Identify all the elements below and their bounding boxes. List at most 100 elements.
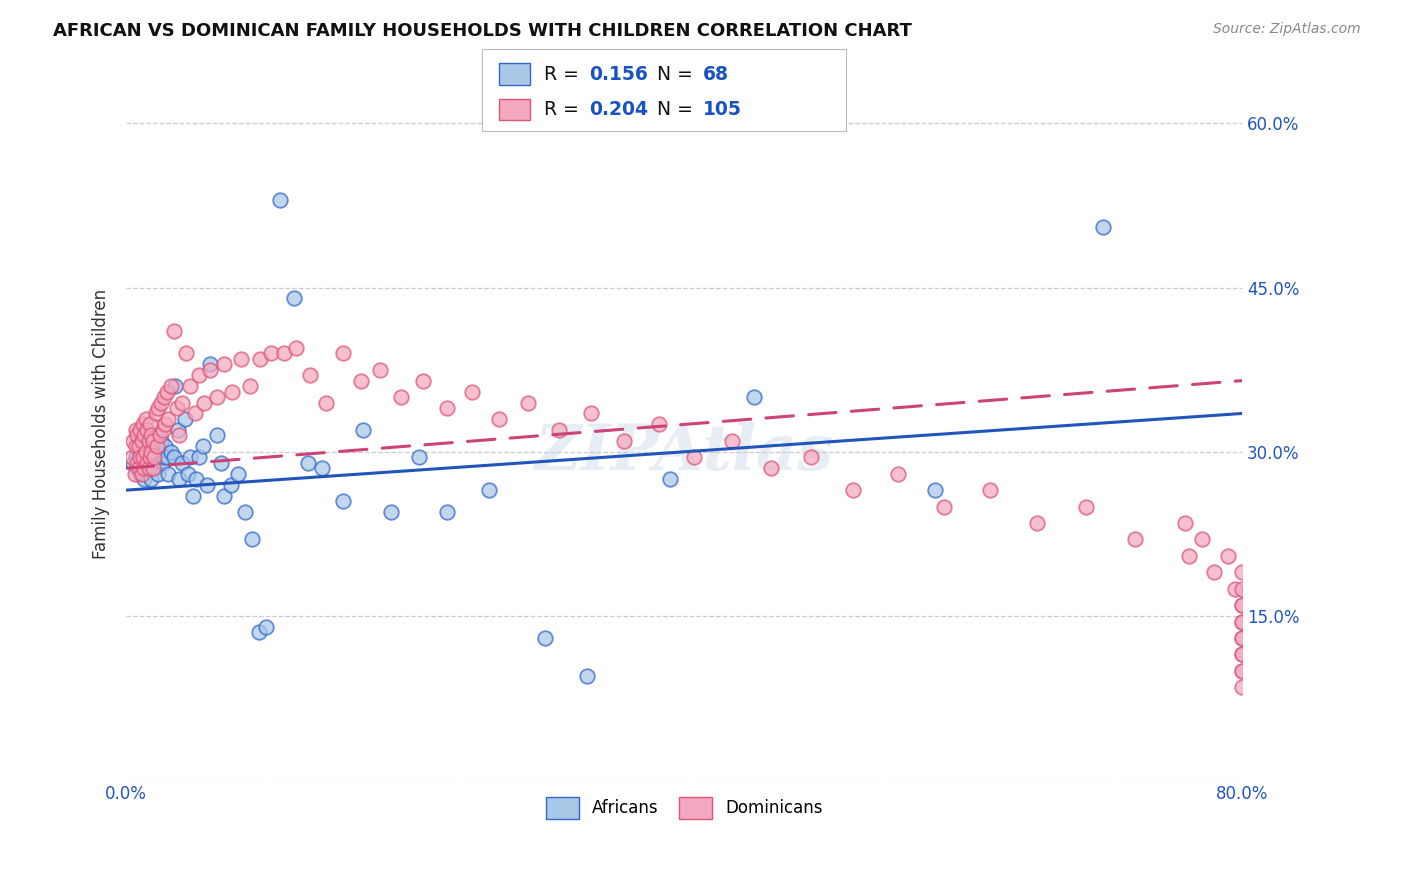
Point bbox=[127, 461, 149, 475]
Point bbox=[131, 434, 153, 448]
Point bbox=[146, 444, 169, 458]
Point bbox=[533, 631, 555, 645]
Point bbox=[131, 450, 153, 465]
Point bbox=[517, 395, 540, 409]
Point bbox=[613, 434, 636, 448]
Point bbox=[1232, 582, 1254, 596]
Point bbox=[184, 472, 207, 486]
Point bbox=[179, 450, 201, 465]
Text: Source: ZipAtlas.com: Source: ZipAtlas.com bbox=[1213, 22, 1361, 37]
Point bbox=[239, 379, 262, 393]
Point bbox=[1204, 566, 1226, 580]
Point bbox=[139, 417, 162, 432]
Point bbox=[136, 456, 159, 470]
Point bbox=[742, 390, 765, 404]
Point bbox=[1232, 598, 1254, 612]
Point bbox=[352, 423, 374, 437]
Point bbox=[1232, 615, 1254, 629]
Point bbox=[169, 428, 191, 442]
Point bbox=[172, 395, 194, 409]
Point bbox=[1232, 680, 1254, 694]
Text: ZIPAtlas: ZIPAtlas bbox=[534, 422, 834, 483]
Text: 0.156: 0.156 bbox=[589, 64, 648, 84]
Point bbox=[1218, 549, 1240, 563]
Point bbox=[683, 450, 706, 465]
Point bbox=[183, 407, 205, 421]
Point bbox=[153, 390, 176, 404]
Point bbox=[488, 412, 510, 426]
Y-axis label: Family Households with Children: Family Households with Children bbox=[93, 289, 110, 559]
Point bbox=[579, 407, 602, 421]
Point bbox=[368, 362, 391, 376]
Point bbox=[1232, 598, 1254, 612]
Point bbox=[198, 362, 221, 376]
Point bbox=[131, 467, 153, 481]
Point bbox=[156, 384, 179, 399]
Point bbox=[134, 428, 156, 442]
Point bbox=[254, 620, 277, 634]
Point bbox=[157, 467, 180, 481]
Point bbox=[143, 450, 166, 465]
Point bbox=[132, 417, 155, 432]
Point bbox=[125, 439, 148, 453]
Point bbox=[212, 489, 235, 503]
Point bbox=[191, 439, 214, 453]
Point bbox=[1074, 500, 1097, 514]
Point bbox=[249, 351, 271, 366]
Point bbox=[299, 368, 322, 383]
Point bbox=[219, 477, 242, 491]
Point bbox=[209, 456, 232, 470]
Point bbox=[139, 450, 162, 465]
Point bbox=[315, 395, 337, 409]
Point bbox=[160, 379, 183, 393]
Point bbox=[122, 456, 145, 470]
Point bbox=[150, 434, 173, 448]
Point bbox=[720, 434, 742, 448]
Point bbox=[176, 467, 198, 481]
Point bbox=[138, 434, 160, 448]
Point bbox=[1174, 516, 1197, 530]
Text: N =: N = bbox=[657, 100, 699, 120]
Point bbox=[149, 428, 172, 442]
Text: 105: 105 bbox=[703, 100, 742, 120]
Point bbox=[181, 489, 204, 503]
Point bbox=[311, 461, 333, 475]
Point bbox=[172, 456, 194, 470]
Point bbox=[547, 423, 569, 437]
Point bbox=[165, 379, 187, 393]
Point bbox=[143, 439, 166, 453]
Point bbox=[1026, 516, 1049, 530]
Point bbox=[247, 625, 270, 640]
Point bbox=[1123, 533, 1146, 547]
Point bbox=[141, 444, 163, 458]
Point bbox=[128, 461, 150, 475]
Point bbox=[127, 456, 149, 470]
Point bbox=[138, 444, 160, 458]
Point bbox=[138, 461, 160, 475]
Point bbox=[1232, 648, 1254, 662]
Point bbox=[221, 384, 243, 399]
Point bbox=[932, 500, 955, 514]
Point bbox=[129, 450, 152, 465]
Text: N =: N = bbox=[657, 64, 699, 84]
Point bbox=[160, 444, 183, 458]
Point bbox=[121, 450, 143, 465]
Point bbox=[332, 494, 354, 508]
Point bbox=[412, 374, 434, 388]
Point bbox=[136, 461, 159, 475]
Point bbox=[142, 461, 165, 475]
Point bbox=[129, 467, 152, 481]
Point bbox=[153, 450, 176, 465]
Point bbox=[163, 324, 186, 338]
Point bbox=[886, 467, 908, 481]
Point bbox=[142, 450, 165, 465]
Point bbox=[129, 434, 152, 448]
Point bbox=[167, 423, 190, 437]
Point bbox=[229, 351, 252, 366]
Point bbox=[152, 456, 174, 470]
Point bbox=[759, 461, 782, 475]
Point bbox=[150, 395, 173, 409]
Point bbox=[1232, 648, 1254, 662]
Point bbox=[205, 428, 228, 442]
Text: AFRICAN VS DOMINICAN FAMILY HOUSEHOLDS WITH CHILDREN CORRELATION CHART: AFRICAN VS DOMINICAN FAMILY HOUSEHOLDS W… bbox=[53, 22, 912, 40]
